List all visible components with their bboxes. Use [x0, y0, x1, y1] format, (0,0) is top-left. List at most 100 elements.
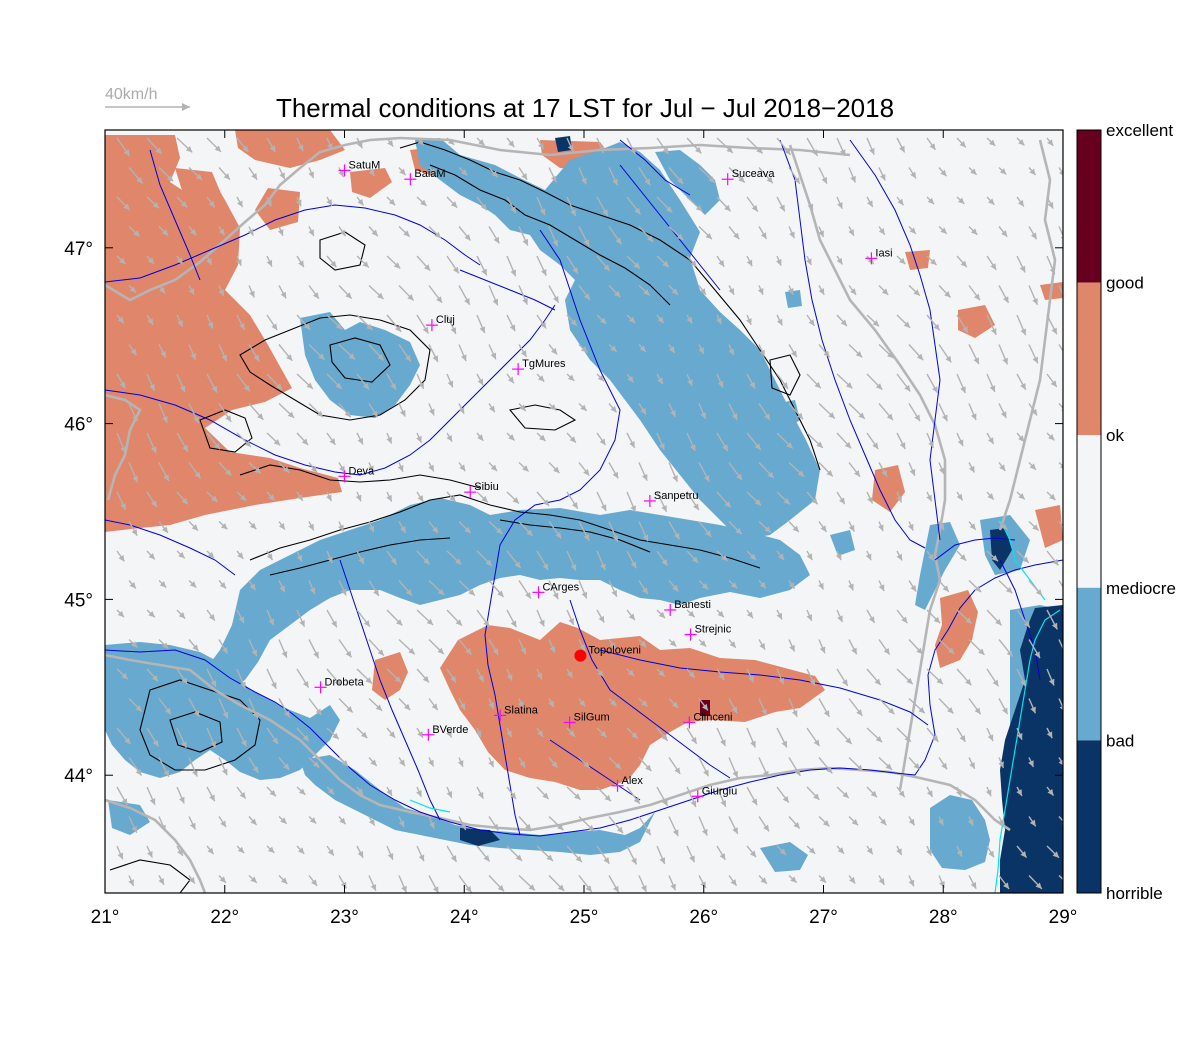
- wind-arrow-icon: [476, 609, 490, 628]
- x-tick-label: 23°: [330, 907, 359, 928]
- wind-arrow-icon: [458, 344, 467, 362]
- wind-arrow-icon: [518, 698, 524, 709]
- wind-arrow-icon: [266, 373, 283, 391]
- wind-arrow-icon: [458, 285, 471, 306]
- wind-arrow-icon: [218, 816, 227, 828]
- wind-arrow-icon: [116, 196, 131, 211]
- highlight-site[interactable]: Topoloveni: [574, 645, 641, 662]
- city-label: Iasi: [875, 247, 892, 259]
- city-cluj[interactable]: Cluj: [425, 314, 455, 332]
- city-label: Sanpetru: [654, 490, 699, 502]
- border-southeast: [898, 554, 942, 791]
- wind-arrow-icon: [818, 580, 825, 590]
- wind-arrow-icon: [757, 285, 764, 295]
- city-sanpetru[interactable]: Sanpetru: [643, 490, 699, 507]
- wind-arrow-icon: [806, 196, 814, 211]
- wind-arrow-icon: [686, 255, 698, 268]
- wind-arrow-icon: [938, 521, 945, 531]
- city-strejnic[interactable]: Strejnic: [684, 624, 732, 641]
- wind-arrow-icon: [206, 668, 217, 688]
- wind-arrow-icon: [746, 727, 756, 748]
- wind-arrow-icon: [596, 727, 608, 738]
- legend-label-ok: ok: [1106, 426, 1124, 445]
- wind-arrow-icon: [716, 668, 725, 681]
- wind-arrow-icon: [536, 550, 549, 571]
- wind-arrow-icon: [188, 226, 197, 236]
- wind-arrow-icon: [908, 462, 916, 476]
- wind-arrow-icon: [686, 550, 699, 564]
- wind-arrow-icon: [1046, 786, 1055, 796]
- city-iasi[interactable]: Iasi: [865, 247, 893, 265]
- wind-arrow-icon: [176, 314, 184, 328]
- city-carges[interactable]: CArges: [532, 581, 580, 599]
- wind-arrow-icon: [158, 698, 172, 715]
- city-tgmures[interactable]: TgMures: [512, 358, 566, 376]
- wind-arrow-icon: [998, 403, 1007, 419]
- city-banesti[interactable]: Banesti: [664, 599, 711, 616]
- wind-arrow-icon: [416, 314, 430, 334]
- wind-arrow-icon: [386, 727, 396, 739]
- city-satum[interactable]: SatuM: [338, 159, 381, 177]
- wind-arrow-icon: [656, 491, 668, 513]
- wind-arrow-icon: [308, 344, 326, 361]
- wind-arrow-icon: [806, 727, 821, 747]
- wind-arrow-icon: [866, 491, 874, 504]
- wind-arrow-icon: [236, 491, 247, 502]
- wind-arrow-icon: [176, 845, 184, 857]
- city-slatina[interactable]: Slatina: [494, 704, 539, 722]
- wind-arrow-icon: [308, 815, 317, 824]
- wind-arrow-icon: [608, 167, 619, 186]
- wind-arrow-icon: [266, 668, 277, 690]
- y-tick-label: 44°: [64, 766, 93, 787]
- wind-arrow-icon: [428, 521, 439, 534]
- city-drobeta[interactable]: Drobeta: [314, 676, 365, 694]
- wind-arrow-icon: [728, 757, 739, 778]
- wind-arrow-icon: [488, 226, 500, 244]
- city-baiam[interactable]: BaiaM: [404, 168, 446, 186]
- wind-arrow-icon: [656, 432, 665, 451]
- wind-arrow-icon: [506, 137, 515, 148]
- city-suceava[interactable]: Suceava: [721, 168, 776, 186]
- city-deva[interactable]: Deva: [338, 465, 376, 483]
- wind-arrow-icon: [986, 196, 995, 206]
- city-alex[interactable]: Alex: [611, 775, 644, 792]
- wind-arrow-icon: [488, 167, 499, 178]
- wind-arrow-icon: [728, 166, 746, 183]
- city-silgum[interactable]: SilGum: [563, 711, 610, 729]
- wind-arrow-icon: [566, 196, 577, 217]
- city-giurgiu[interactable]: Giurgiu: [691, 785, 737, 803]
- wind-arrow-icon: [146, 845, 153, 858]
- wind-arrow-icon: [218, 520, 228, 530]
- wind-arrow-icon: [998, 757, 1005, 769]
- wind-arrow-icon: [908, 403, 921, 422]
- highlight-site-marker-icon[interactable]: [574, 649, 587, 662]
- wind-arrow-icon: [1016, 727, 1023, 740]
- wind-arrow-icon: [398, 816, 405, 828]
- wind-arrow-icon: [128, 875, 135, 887]
- city-clinceni[interactable]: Clinceni: [683, 711, 733, 729]
- city-label: Cluj: [436, 314, 455, 326]
- wind-arrow-icon: [926, 786, 934, 798]
- wind-arrow-icon: [218, 344, 228, 362]
- wind-arrow-icon: [386, 668, 402, 683]
- wind-arrow-icon: [716, 373, 724, 388]
- wind-arrow-icon: [326, 845, 335, 857]
- wind-arrow-icon: [158, 403, 168, 424]
- wind-arrow-icon: [596, 137, 605, 154]
- city-bverde[interactable]: BVerde: [422, 724, 468, 741]
- wind-arrow-icon: [746, 137, 764, 155]
- wind-arrow-icon: [626, 137, 637, 155]
- wind-arrow-icon: [986, 137, 996, 147]
- wind-arrow-icon: [128, 167, 144, 184]
- wind-arrow-icon: [368, 639, 385, 657]
- wind-arrows: [116, 137, 1063, 893]
- wind-arrow-icon: [356, 845, 364, 859]
- wind-arrow-icon: [716, 314, 722, 325]
- wind-arrow-icon: [206, 137, 222, 153]
- wind-arrow-icon: [788, 344, 798, 358]
- wind-arrow-icon: [956, 373, 967, 394]
- wind-arrow-icon: [428, 698, 439, 711]
- y-tick-label: 45°: [64, 590, 93, 611]
- city-sibiu[interactable]: Sibiu: [464, 481, 499, 499]
- wind-arrow-icon: [548, 639, 556, 654]
